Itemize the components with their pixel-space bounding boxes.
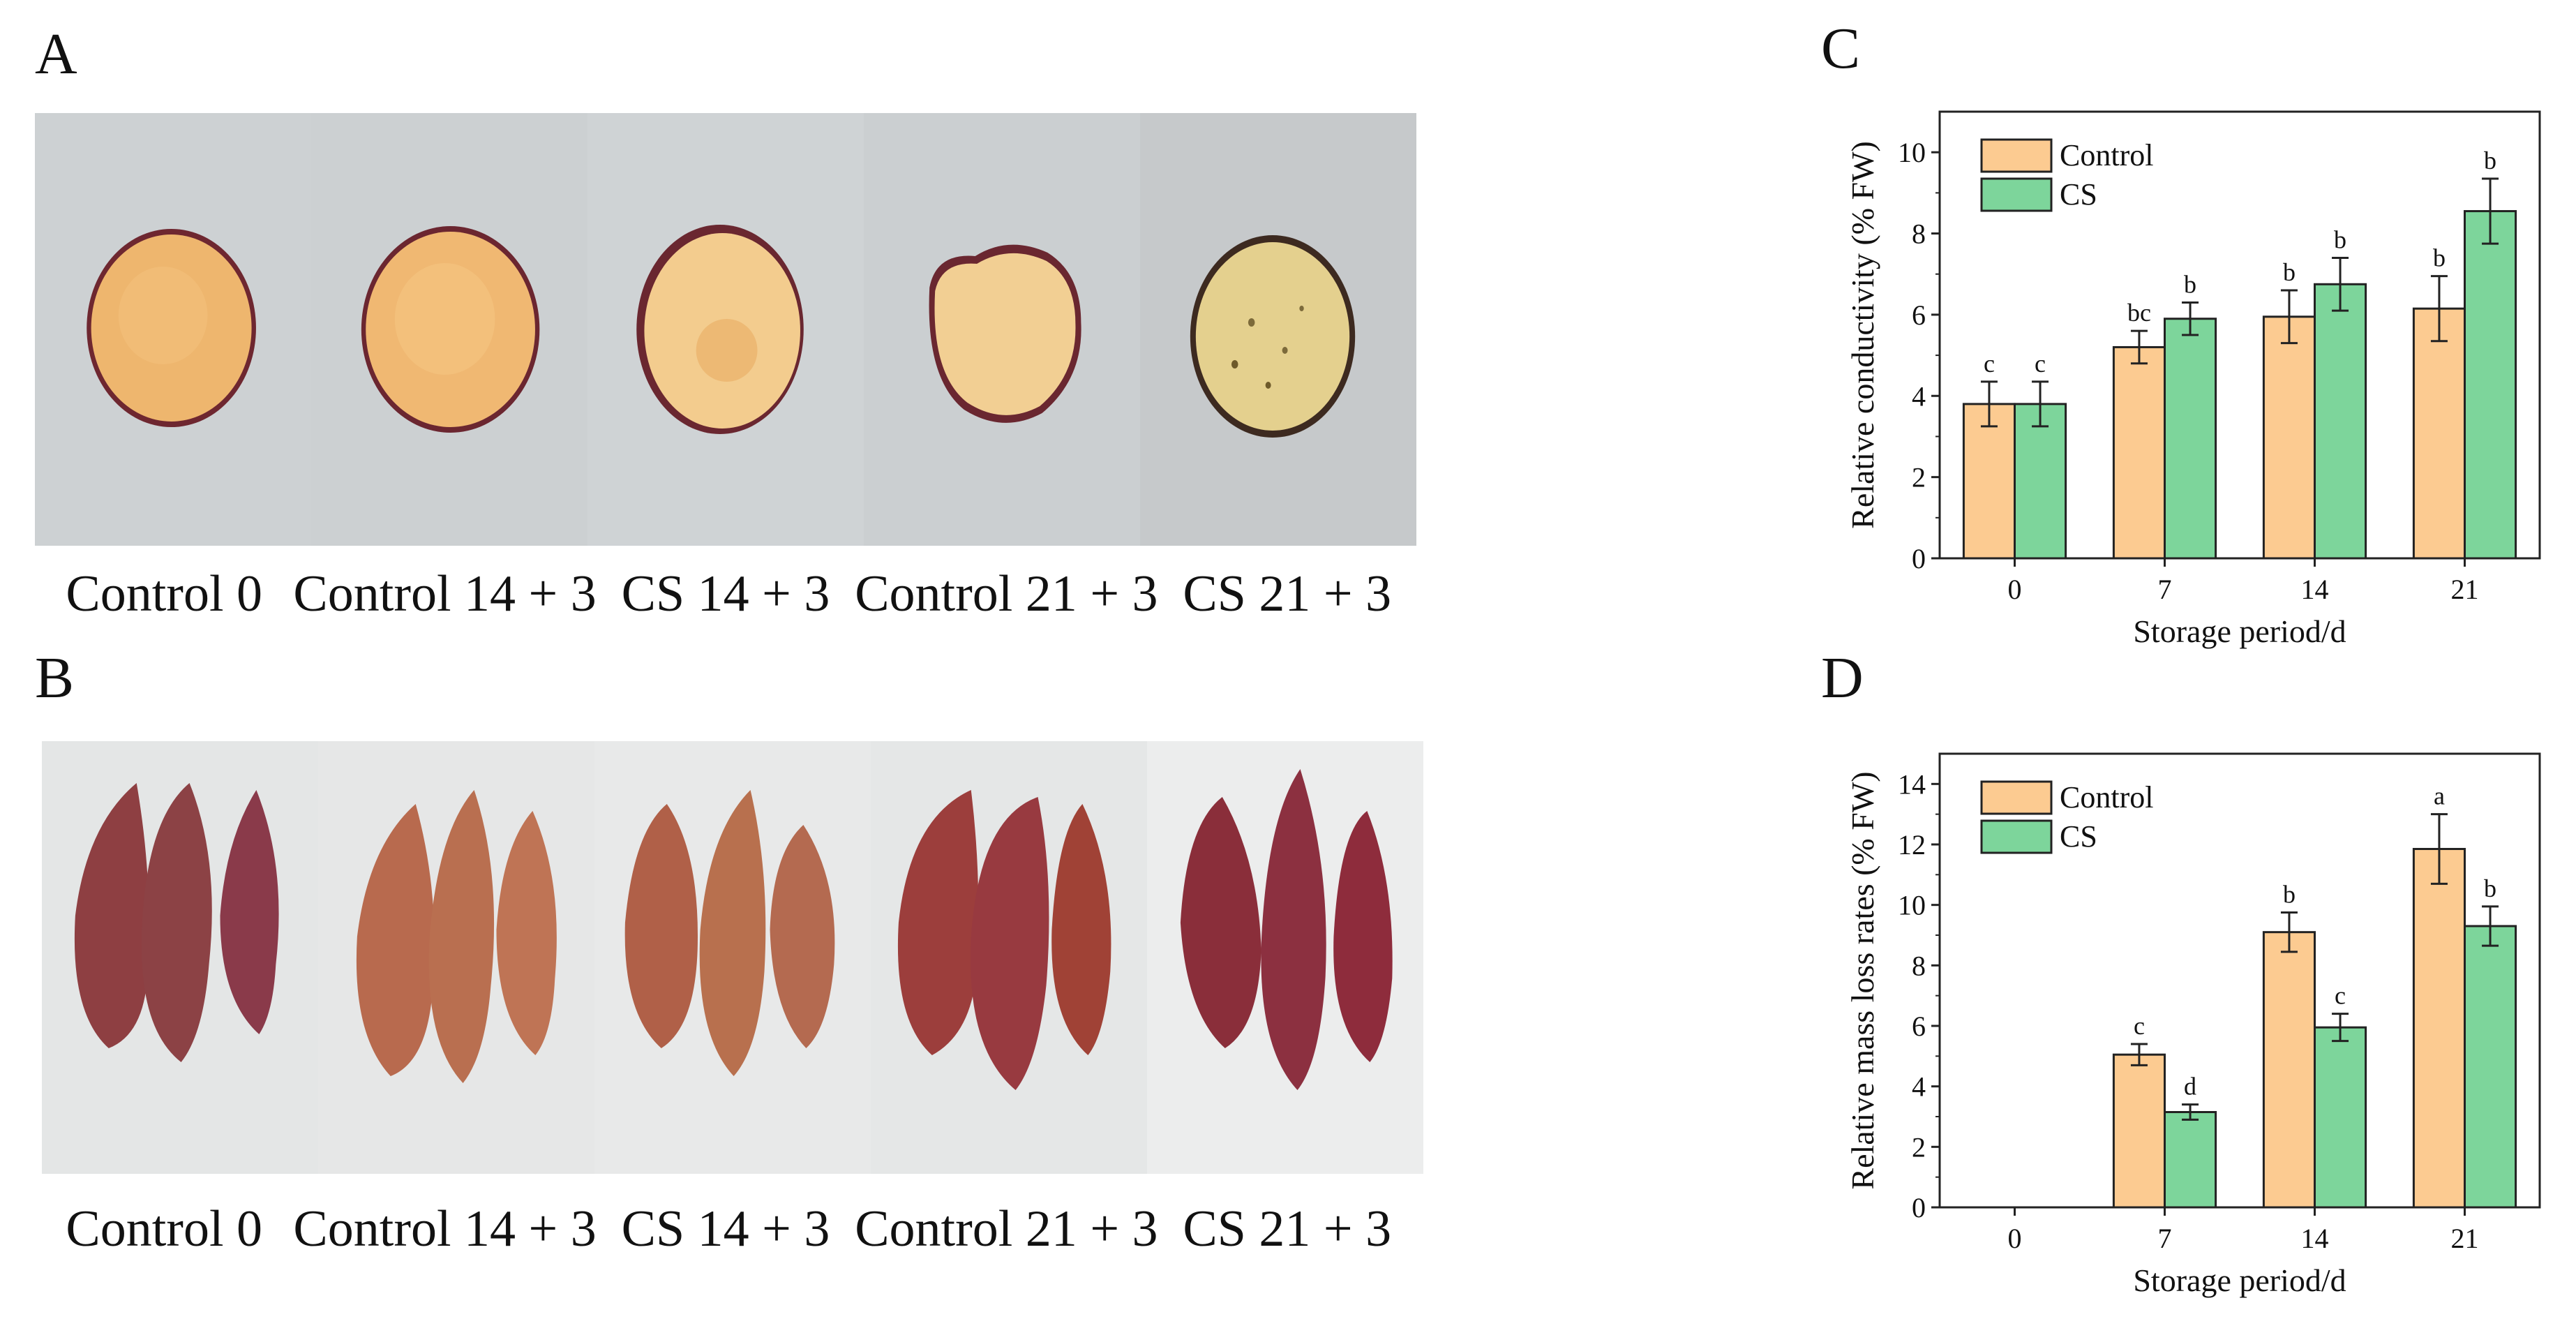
y-tick-label: 12 xyxy=(1898,829,1926,860)
photo-caption: Control 14 + 3 xyxy=(293,1200,597,1258)
bar-control xyxy=(2112,345,2166,560)
significance-label: c xyxy=(2035,350,2046,378)
bar-cs xyxy=(2164,318,2217,560)
x-tick-label: 7 xyxy=(2158,574,2172,605)
y-tick-label: 10 xyxy=(1898,137,1926,168)
significance-label: b xyxy=(2484,874,2496,902)
slice-photo xyxy=(864,113,1140,546)
y-axis-label: Relative conductivity (% FW) xyxy=(1845,141,1880,529)
root-caption-row: Control 0 Control 14 + 3 CS 14 + 3 Contr… xyxy=(35,1203,1416,1255)
bar-control xyxy=(2412,848,2466,1209)
x-tick-label: 14 xyxy=(2301,1223,2329,1254)
bar-control xyxy=(2112,1053,2166,1209)
x-tick-label: 21 xyxy=(2451,1223,2479,1254)
chart-mass-loss-svg: 0 2 4 6 8 10 12 14 0 7 c d 14 b c 21 a b Storage period/d R… xyxy=(1845,752,2541,1298)
photo-caption: Control 21 + 3 xyxy=(855,565,1158,623)
legend-label: Control xyxy=(2060,138,2153,172)
significance-label: bc xyxy=(2127,299,2151,327)
root-photo xyxy=(42,741,318,1174)
y-tick-label: 4 xyxy=(1912,1071,1926,1103)
bar-control xyxy=(2262,315,2316,560)
y-tick-label: 10 xyxy=(1898,890,1926,921)
legend-swatch-cs xyxy=(1980,819,2053,854)
bar-control xyxy=(2262,931,2316,1209)
y-tick-label: 8 xyxy=(1912,218,1926,250)
y-tick-label: 0 xyxy=(1912,543,1926,574)
significance-label: a xyxy=(2434,782,2445,810)
slice-photo xyxy=(1140,113,1416,546)
x-axis-label: Storage period/d xyxy=(2133,613,2346,649)
legend-label: CS xyxy=(2060,819,2097,854)
y-tick-label: 2 xyxy=(1912,1131,1926,1163)
chart-conductivity-svg: 0 2 4 6 8 10 0 c c 7 bc b 14 b b 21 b b Storage period/d Re… xyxy=(1845,110,2541,649)
bar-control xyxy=(1962,403,2016,560)
slice-photo-row xyxy=(35,113,1416,546)
y-tick-label: 2 xyxy=(1912,462,1926,493)
slice-caption-row: Control 0 Control 14 + 3 CS 14 + 3 Contr… xyxy=(35,568,1416,620)
photo-caption: CS 14 + 3 xyxy=(621,1200,830,1258)
root-photo xyxy=(594,741,871,1174)
y-tick-label: 0 xyxy=(1912,1192,1926,1223)
significance-label: c xyxy=(1984,350,1995,378)
photo-caption: Control 21 + 3 xyxy=(855,1200,1158,1258)
bar-control xyxy=(2412,307,2466,560)
root-photo xyxy=(871,741,1147,1174)
bar-cs xyxy=(2314,283,2367,560)
x-tick-label: 0 xyxy=(2008,574,2022,605)
root-photo xyxy=(1147,741,1423,1174)
photo-caption: CS 21 + 3 xyxy=(1183,1200,1392,1258)
x-tick-label: 21 xyxy=(2451,574,2479,605)
legend-swatch-control xyxy=(1980,780,2053,815)
significance-label: b xyxy=(2283,881,2296,909)
y-tick-label: 14 xyxy=(1898,768,1926,800)
photo-caption: CS 21 + 3 xyxy=(1183,565,1392,623)
bar-cs xyxy=(2464,210,2517,560)
legend-label: Control xyxy=(2060,780,2153,814)
slice-photo xyxy=(587,113,864,546)
plot-frame xyxy=(1938,110,2541,560)
root-photo-row xyxy=(42,741,1423,1174)
photo-caption: Control 14 + 3 xyxy=(293,565,597,623)
photo-caption: Control 0 xyxy=(66,565,263,623)
legend-swatch-cs xyxy=(1980,177,2053,212)
slice-photo xyxy=(311,113,587,546)
panel-letter-d: D xyxy=(1821,646,1864,710)
bar-cs xyxy=(2014,403,2067,560)
significance-label: b xyxy=(2484,147,2496,174)
x-tick-label: 7 xyxy=(2158,1223,2172,1254)
y-axis-label: Relative mass loss rates (% FW) xyxy=(1845,771,1880,1189)
plot-frame xyxy=(1938,752,2541,1209)
photo-caption: Control 0 xyxy=(66,1200,263,1258)
x-tick-label: 0 xyxy=(2008,1223,2022,1254)
chart-conductivity: 0 2 4 6 8 10 0 c c 7 bc b 14 b b 21 b b Storage period/d Re… xyxy=(1814,91,2554,663)
significance-label: c xyxy=(2335,982,2346,1010)
panel-letter-c: C xyxy=(1821,16,1861,81)
chart-mass-loss: 0 2 4 6 8 10 12 14 0 7 c d 14 b c 21 a b Storage period/d R… xyxy=(1814,726,2554,1312)
y-tick-label: 8 xyxy=(1912,950,1926,981)
bar-cs xyxy=(2164,1111,2217,1209)
legend-label: CS xyxy=(2060,177,2097,211)
significance-label: b xyxy=(2283,258,2296,286)
significance-label: c xyxy=(2134,1012,2145,1040)
bar-cs xyxy=(2464,925,2517,1209)
photo-caption: CS 14 + 3 xyxy=(621,565,830,623)
significance-label: b xyxy=(2433,244,2446,272)
significance-label: b xyxy=(2334,225,2346,253)
panel-letter-a: A xyxy=(35,22,77,87)
slice-photo xyxy=(35,113,311,546)
significance-label: b xyxy=(2184,270,2196,298)
significance-label: d xyxy=(2184,1073,2196,1101)
panel-letter-b: B xyxy=(35,646,75,710)
y-tick-label: 4 xyxy=(1912,380,1926,412)
y-tick-label: 6 xyxy=(1912,1011,1926,1042)
x-axis-label: Storage period/d xyxy=(2133,1262,2346,1298)
legend-swatch-control xyxy=(1980,138,2053,173)
root-photo xyxy=(318,741,594,1174)
x-tick-label: 14 xyxy=(2301,574,2329,605)
y-tick-label: 6 xyxy=(1912,299,1926,331)
bar-cs xyxy=(2314,1026,2367,1209)
